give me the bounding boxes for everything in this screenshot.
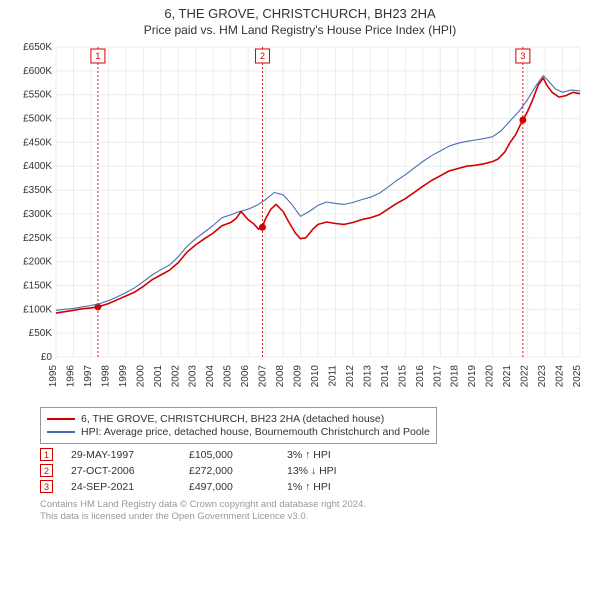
event-price: £105,000	[189, 449, 269, 461]
svg-text:3: 3	[520, 51, 525, 61]
event-date: 24-SEP-2021	[71, 481, 171, 493]
event-date: 29-MAY-1997	[71, 449, 171, 461]
svg-text:2025: 2025	[572, 365, 583, 388]
event-marker: 3	[40, 480, 53, 493]
svg-text:£600K: £600K	[23, 66, 52, 77]
svg-text:£350K: £350K	[23, 185, 52, 196]
footer-line1: Contains HM Land Registry data © Crown c…	[40, 499, 590, 511]
svg-text:2015: 2015	[397, 365, 408, 388]
svg-text:2013: 2013	[362, 365, 373, 388]
svg-text:1997: 1997	[83, 365, 94, 388]
event-price: £272,000	[189, 465, 269, 477]
svg-text:£400K: £400K	[23, 161, 52, 172]
svg-text:1: 1	[95, 51, 100, 61]
title-subtitle: Price paid vs. HM Land Registry's House …	[0, 23, 600, 37]
svg-text:1999: 1999	[118, 365, 129, 388]
svg-text:2011: 2011	[327, 365, 338, 387]
legend-box: 6, THE GROVE, CHRISTCHURCH, BH23 2HA (de…	[40, 407, 437, 444]
svg-text:2018: 2018	[450, 365, 461, 388]
svg-text:2001: 2001	[153, 365, 164, 388]
svg-text:2003: 2003	[188, 365, 199, 388]
chart-titles: 6, THE GROVE, CHRISTCHURCH, BH23 2HA Pri…	[0, 0, 600, 41]
footer-attribution: Contains HM Land Registry data © Crown c…	[40, 499, 590, 524]
svg-text:2024: 2024	[555, 365, 566, 388]
footer-line2: This data is licensed under the Open Gov…	[40, 511, 590, 523]
svg-text:£150K: £150K	[23, 280, 52, 291]
event-price: £497,000	[189, 481, 269, 493]
event-marker: 1	[40, 448, 53, 461]
svg-text:2004: 2004	[205, 365, 216, 388]
legend-swatch-property	[47, 418, 75, 420]
svg-text:£450K: £450K	[23, 137, 52, 148]
svg-text:1995: 1995	[48, 365, 59, 388]
svg-text:2002: 2002	[170, 365, 181, 388]
legend-label-property: 6, THE GROVE, CHRISTCHURCH, BH23 2HA (de…	[81, 413, 384, 425]
svg-text:£100K: £100K	[23, 304, 52, 315]
legend-swatch-hpi	[47, 431, 75, 433]
title-address: 6, THE GROVE, CHRISTCHURCH, BH23 2HA	[0, 6, 600, 21]
svg-text:£650K: £650K	[23, 42, 52, 53]
event-row: 3 24-SEP-2021 £497,000 1% ↑ HPI	[40, 480, 590, 493]
svg-text:2023: 2023	[537, 365, 548, 388]
svg-text:2019: 2019	[467, 365, 478, 388]
event-delta: 13% ↓ HPI	[287, 465, 337, 477]
svg-text:£550K: £550K	[23, 90, 52, 101]
svg-text:£500K: £500K	[23, 114, 52, 125]
svg-text:2017: 2017	[432, 365, 443, 388]
svg-text:2022: 2022	[520, 365, 531, 388]
line-chart-svg: £0 £50K £100K £150K £200K £250K £300K £350K £400…	[10, 41, 590, 401]
svg-text:£0: £0	[41, 352, 53, 363]
event-date: 27-OCT-2006	[71, 465, 171, 477]
svg-text:2009: 2009	[293, 365, 304, 388]
svg-text:2005: 2005	[223, 365, 234, 388]
svg-text:2008: 2008	[275, 365, 286, 388]
legend-row-property: 6, THE GROVE, CHRISTCHURCH, BH23 2HA (de…	[47, 413, 430, 425]
legend-label-hpi: HPI: Average price, detached house, Bour…	[81, 426, 430, 438]
svg-text:2007: 2007	[258, 365, 269, 388]
svg-text:2012: 2012	[345, 365, 356, 388]
svg-text:£200K: £200K	[23, 257, 52, 268]
svg-text:£250K: £250K	[23, 233, 52, 244]
svg-text:1996: 1996	[65, 365, 76, 388]
event-delta: 1% ↑ HPI	[287, 481, 331, 493]
event-delta: 3% ↑ HPI	[287, 449, 331, 461]
svg-text:2: 2	[260, 51, 265, 61]
svg-text:2000: 2000	[135, 365, 146, 388]
event-row: 2 27-OCT-2006 £272,000 13% ↓ HPI	[40, 464, 590, 477]
event-row: 1 29-MAY-1997 £105,000 3% ↑ HPI	[40, 448, 590, 461]
svg-text:2021: 2021	[502, 365, 513, 388]
svg-text:£300K: £300K	[23, 209, 52, 220]
svg-text:2010: 2010	[310, 365, 321, 388]
svg-text:1998: 1998	[100, 365, 111, 388]
svg-text:£50K: £50K	[29, 328, 53, 339]
svg-text:2006: 2006	[240, 365, 251, 388]
chart-area: £0 £50K £100K £150K £200K £250K £300K £350K £400…	[10, 41, 592, 401]
svg-text:2020: 2020	[485, 365, 496, 388]
event-marker: 2	[40, 464, 53, 477]
svg-text:2014: 2014	[380, 365, 391, 388]
event-table: 1 29-MAY-1997 £105,000 3% ↑ HPI 2 27-OCT-2006…	[40, 448, 590, 493]
svg-text:2016: 2016	[415, 365, 426, 388]
legend-row-hpi: HPI: Average price, detached house, Bour…	[47, 426, 430, 438]
